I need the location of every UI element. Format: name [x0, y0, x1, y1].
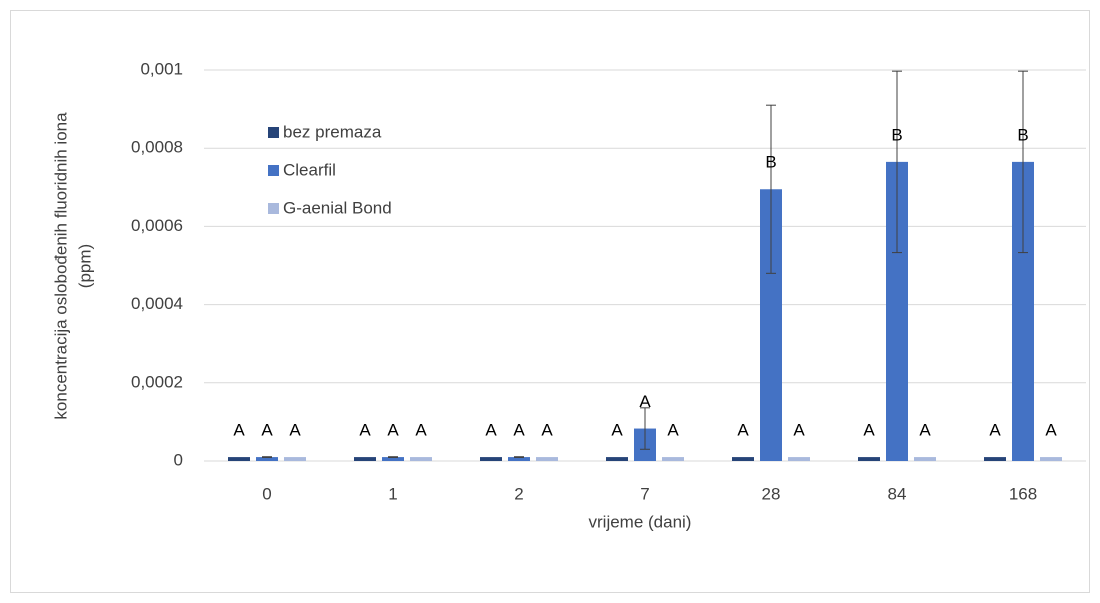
y-tick-label: 0,0006: [131, 216, 183, 235]
data-label: A: [387, 421, 399, 440]
bar: [382, 457, 404, 461]
bar: [228, 457, 250, 461]
bar: [480, 457, 502, 461]
y-tick-label: 0,0002: [131, 372, 183, 391]
data-label: A: [639, 392, 651, 411]
legend-swatch: [268, 165, 279, 176]
y-tick-label: 0,0004: [131, 294, 183, 313]
error-bar: [1018, 70, 1028, 254]
error-bar: [766, 104, 776, 274]
chart-frame: [10, 10, 1090, 593]
error-bar: [388, 456, 398, 458]
legend-swatch: [268, 203, 279, 214]
legend-label: bez premaza: [283, 122, 382, 141]
bar: [662, 457, 684, 461]
bar: [858, 457, 880, 461]
bar: [1012, 161, 1034, 461]
data-label: A: [513, 421, 525, 440]
x-axis-title: vrijeme (dani): [589, 512, 692, 531]
error-bar: [514, 456, 524, 458]
bar: [1040, 457, 1062, 461]
x-tick-label: 1: [388, 484, 397, 503]
x-tick-label: 84: [888, 484, 907, 503]
data-label: A: [863, 421, 875, 440]
legend-swatch: [268, 127, 279, 138]
bar: [886, 161, 908, 461]
data-label: A: [737, 421, 749, 440]
y-tick-label: 0,0008: [131, 138, 183, 157]
data-label: A: [1045, 421, 1057, 440]
x-tick-label: 0: [262, 484, 271, 503]
x-tick-label: 2: [514, 484, 523, 503]
x-tick-label: 7: [640, 484, 649, 503]
bar: [914, 457, 936, 461]
data-label: B: [891, 125, 902, 144]
data-label: A: [541, 421, 553, 440]
bar: [760, 189, 782, 461]
x-tick-label: 28: [762, 484, 781, 503]
bar: [508, 457, 530, 461]
bar: [536, 457, 558, 461]
bar: [732, 457, 754, 461]
data-label: A: [289, 421, 301, 440]
bar: [606, 457, 628, 461]
error-bar: [640, 407, 650, 450]
data-label: A: [611, 421, 623, 440]
data-label: A: [667, 421, 679, 440]
x-tick-label: 168: [1009, 484, 1037, 503]
y-tick-label: 0: [174, 450, 183, 469]
data-label: B: [1017, 125, 1028, 144]
y-axis-title: (ppm): [75, 244, 94, 288]
bar: [410, 457, 432, 461]
data-label: A: [485, 421, 497, 440]
y-tick-label: 0,001: [140, 59, 183, 78]
data-label: A: [919, 421, 931, 440]
data-label: A: [989, 421, 1001, 440]
error-bar: [892, 70, 902, 254]
error-bar: [262, 456, 272, 458]
data-label: A: [359, 421, 371, 440]
legend-label: Clearfil: [283, 160, 336, 179]
data-label: A: [415, 421, 427, 440]
legend-label: G-aenial Bond: [283, 198, 392, 217]
bar: [256, 457, 278, 461]
bar: [788, 457, 810, 461]
data-label: A: [793, 421, 805, 440]
bar: [984, 457, 1006, 461]
data-label: A: [261, 421, 273, 440]
bar: [284, 457, 306, 461]
data-label: B: [765, 153, 776, 172]
bar: [354, 457, 376, 461]
data-label: A: [233, 421, 245, 440]
y-axis-title: koncentracija oslobođenih fluoridnih ion…: [51, 112, 70, 420]
